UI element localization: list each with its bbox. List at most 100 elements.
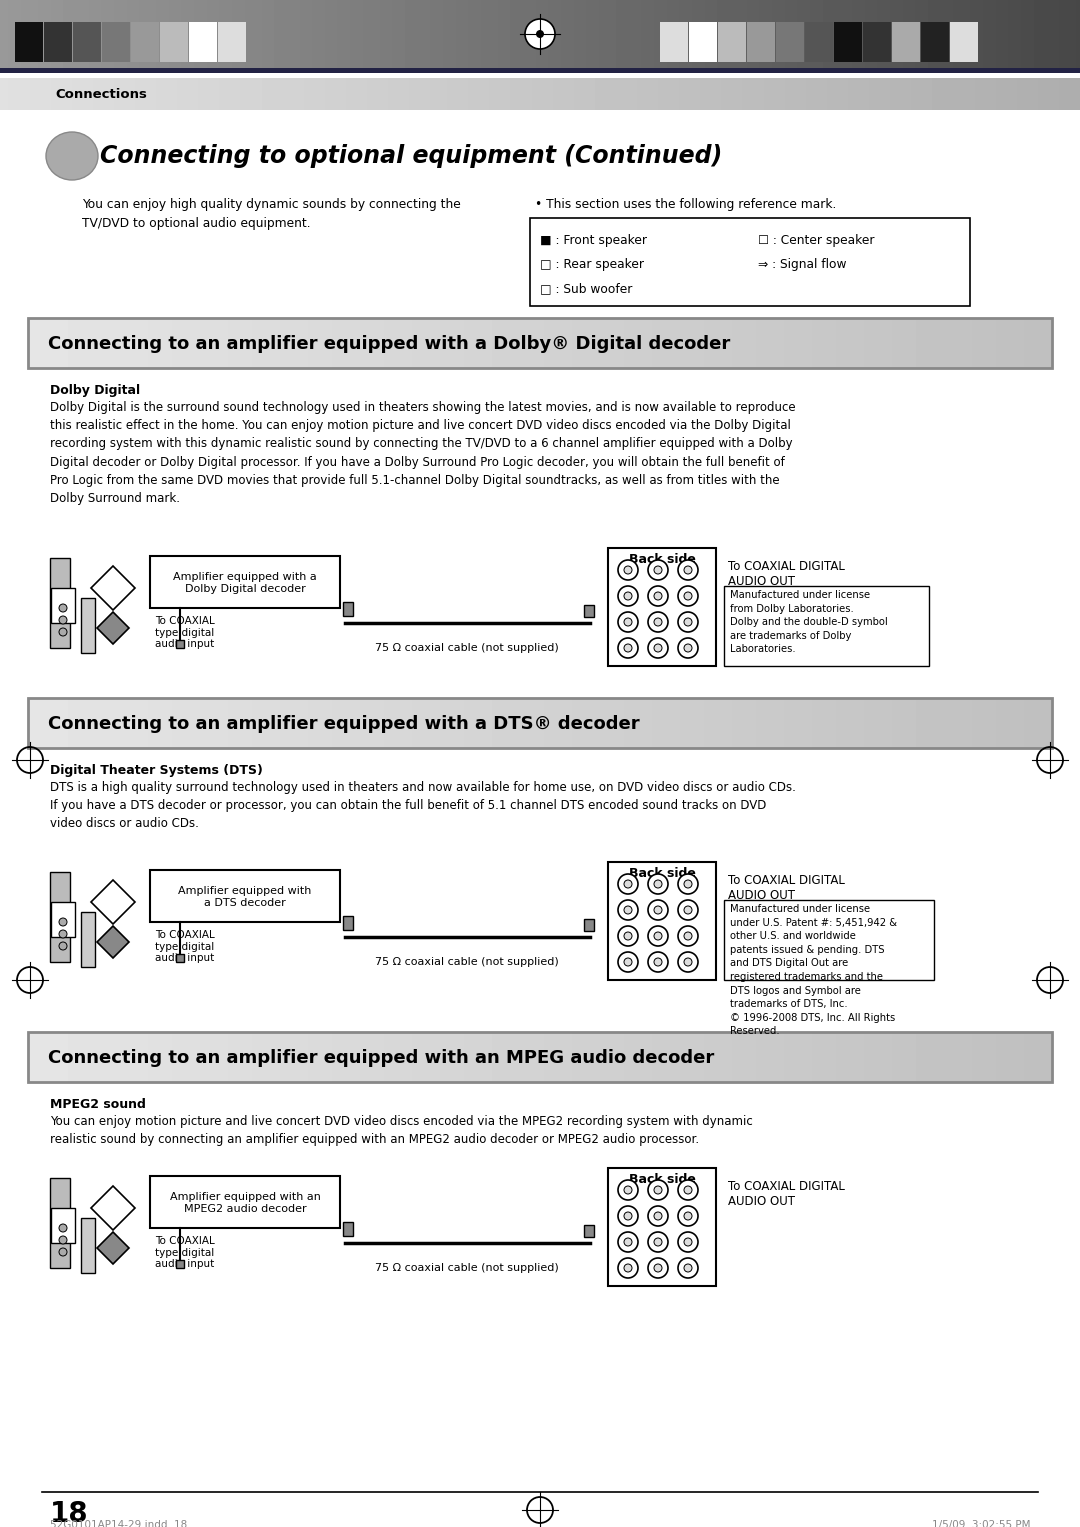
Circle shape [654, 1186, 662, 1194]
Circle shape [648, 1258, 669, 1278]
Bar [28, 318, 1052, 368]
Bar [608, 863, 716, 980]
Bar [950, 21, 978, 63]
Circle shape [618, 925, 638, 947]
Bar [218, 21, 246, 63]
Circle shape [648, 1232, 669, 1252]
Text: 18: 18 [50, 1500, 89, 1527]
Text: Manufactured under license
from Dolby Laboratories.
Dolby and the double-D symbo: Manufactured under license from Dolby La… [730, 589, 888, 655]
Circle shape [59, 1248, 67, 1257]
Circle shape [654, 1264, 662, 1272]
Text: □ : Rear speaker: □ : Rear speaker [540, 258, 644, 270]
Circle shape [59, 1225, 67, 1232]
Circle shape [536, 31, 544, 38]
Bar [51, 588, 75, 623]
Circle shape [654, 644, 662, 652]
Bar [51, 1208, 75, 1243]
Text: To COAXIAL DIGITAL
AUDIO OUT: To COAXIAL DIGITAL AUDIO OUT [728, 1180, 845, 1208]
Circle shape [624, 1186, 632, 1194]
Circle shape [624, 931, 632, 941]
Circle shape [618, 612, 638, 632]
Text: Dolby Digital is the surround sound technology used in theaters showing the late: Dolby Digital is the surround sound tech… [50, 402, 796, 505]
Circle shape [678, 951, 698, 973]
Text: To COAXIAL
type digital
audio input: To COAXIAL type digital audio input [156, 615, 215, 649]
Circle shape [684, 644, 692, 652]
Circle shape [59, 930, 67, 938]
Polygon shape [91, 567, 135, 609]
Text: To COAXIAL
type digital
audio input: To COAXIAL type digital audio input [156, 930, 215, 964]
Text: ☐ : Center speaker: ☐ : Center speaker [758, 234, 875, 247]
Bar [718, 21, 746, 63]
Text: 52G0101AP14-29.indd  18: 52G0101AP14-29.indd 18 [50, 1519, 187, 1527]
Bar [724, 899, 934, 980]
Circle shape [618, 899, 638, 919]
Circle shape [624, 1212, 632, 1220]
Bar [343, 602, 353, 615]
Circle shape [678, 925, 698, 947]
Text: 1/5/09  3:02:55 PM: 1/5/09 3:02:55 PM [931, 1519, 1030, 1527]
Bar [724, 586, 929, 666]
Circle shape [684, 957, 692, 967]
Circle shape [648, 951, 669, 973]
Bar [50, 872, 70, 962]
Circle shape [618, 951, 638, 973]
Circle shape [678, 899, 698, 919]
Text: Connecting to an amplifier equipped with a DTS® decoder: Connecting to an amplifier equipped with… [48, 715, 639, 733]
Circle shape [654, 567, 662, 574]
Bar [28, 1032, 1052, 1083]
Bar [150, 1176, 340, 1228]
Circle shape [618, 638, 638, 658]
Bar [176, 640, 184, 647]
Circle shape [618, 1258, 638, 1278]
Text: Connecting to optional equipment (Continued): Connecting to optional equipment (Contin… [100, 144, 723, 168]
Circle shape [684, 1186, 692, 1194]
Text: Connecting to an amplifier equipped with an MPEG audio decoder: Connecting to an amplifier equipped with… [48, 1049, 714, 1067]
Circle shape [684, 931, 692, 941]
Bar [176, 954, 184, 962]
Text: MPEG2 sound: MPEG2 sound [50, 1098, 146, 1112]
Polygon shape [91, 880, 135, 924]
Circle shape [59, 605, 67, 612]
Circle shape [684, 592, 692, 600]
Text: To COAXIAL DIGITAL
AUDIO OUT: To COAXIAL DIGITAL AUDIO OUT [728, 873, 845, 902]
Circle shape [648, 899, 669, 919]
Circle shape [654, 1212, 662, 1220]
Bar [150, 870, 340, 922]
Circle shape [618, 873, 638, 893]
Circle shape [648, 1180, 669, 1200]
Circle shape [684, 1212, 692, 1220]
Circle shape [684, 906, 692, 915]
Text: Digital Theater Systems (DTS): Digital Theater Systems (DTS) [50, 764, 262, 777]
Bar [343, 916, 353, 930]
Bar [0, 69, 1080, 73]
Circle shape [684, 1264, 692, 1272]
Circle shape [678, 1180, 698, 1200]
Circle shape [654, 592, 662, 600]
Circle shape [618, 586, 638, 606]
Bar [28, 698, 1052, 748]
Bar [747, 21, 775, 63]
Circle shape [648, 638, 669, 658]
Circle shape [678, 1232, 698, 1252]
Bar [131, 21, 159, 63]
Circle shape [654, 931, 662, 941]
Polygon shape [91, 1186, 135, 1231]
Circle shape [684, 567, 692, 574]
Bar [189, 21, 217, 63]
Bar [15, 21, 43, 63]
Text: DTS is a high quality surround technology used in theaters and now available for: DTS is a high quality surround technolog… [50, 780, 796, 831]
Text: To COAXIAL
type digital
audio input: To COAXIAL type digital audio input [156, 1235, 215, 1269]
Text: You can enjoy high quality dynamic sounds by connecting the
TV/DVD to optional a: You can enjoy high quality dynamic sound… [82, 199, 461, 231]
Bar [584, 1225, 594, 1237]
Bar [176, 1260, 184, 1267]
Circle shape [678, 612, 698, 632]
Circle shape [684, 618, 692, 626]
Bar [102, 21, 130, 63]
Circle shape [624, 644, 632, 652]
Bar [660, 21, 688, 63]
Circle shape [678, 1258, 698, 1278]
Bar [805, 21, 833, 63]
Bar [50, 557, 70, 647]
Circle shape [648, 560, 669, 580]
Circle shape [678, 873, 698, 893]
